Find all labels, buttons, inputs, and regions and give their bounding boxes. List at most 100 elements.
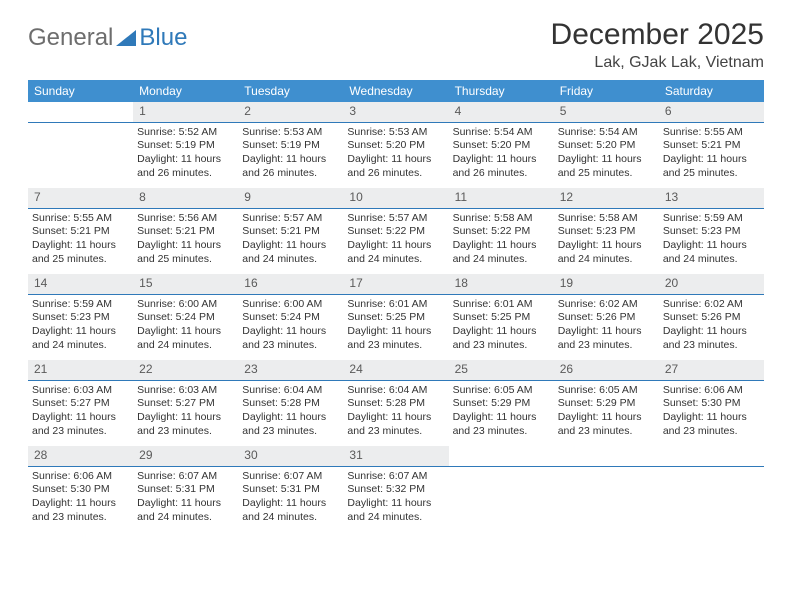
weekday-header: Friday	[554, 80, 659, 102]
calendar-day-cell	[449, 446, 554, 532]
daylight-line: Daylight: 11 hours and 24 minutes.	[347, 497, 444, 524]
day-details: Sunrise: 5:53 AMSunset: 5:19 PMDaylight:…	[238, 123, 343, 185]
sunset-line: Sunset: 5:28 PM	[347, 397, 444, 411]
sunrise-line: Sunrise: 6:07 AM	[137, 470, 234, 484]
day-number: 27	[659, 360, 764, 381]
sunrise-line: Sunrise: 5:56 AM	[137, 212, 234, 226]
calendar-week-row: 7Sunrise: 5:55 AMSunset: 5:21 PMDaylight…	[28, 188, 764, 274]
day-number: 20	[659, 274, 764, 295]
calendar-day-cell: 31Sunrise: 6:07 AMSunset: 5:32 PMDayligh…	[343, 446, 448, 532]
day-details: Sunrise: 5:54 AMSunset: 5:20 PMDaylight:…	[449, 123, 554, 185]
sunset-line: Sunset: 5:28 PM	[242, 397, 339, 411]
weekday-header-row: Sunday Monday Tuesday Wednesday Thursday…	[28, 80, 764, 102]
daylight-line: Daylight: 11 hours and 23 minutes.	[453, 325, 550, 352]
day-number: 17	[343, 274, 448, 295]
calendar-day-cell: 4Sunrise: 5:54 AMSunset: 5:20 PMDaylight…	[449, 102, 554, 188]
day-number: 13	[659, 188, 764, 209]
day-number: 4	[449, 102, 554, 123]
calendar-day-cell: 21Sunrise: 6:03 AMSunset: 5:27 PMDayligh…	[28, 360, 133, 446]
daylight-line: Daylight: 11 hours and 25 minutes.	[558, 153, 655, 180]
calendar-day-cell: 15Sunrise: 6:00 AMSunset: 5:24 PMDayligh…	[133, 274, 238, 360]
day-details: Sunrise: 6:02 AMSunset: 5:26 PMDaylight:…	[659, 295, 764, 357]
weekday-header: Sunday	[28, 80, 133, 102]
day-details: Sunrise: 6:05 AMSunset: 5:29 PMDaylight:…	[449, 381, 554, 443]
calendar-day-cell: 2Sunrise: 5:53 AMSunset: 5:19 PMDaylight…	[238, 102, 343, 188]
daylight-line: Daylight: 11 hours and 26 minutes.	[453, 153, 550, 180]
day-number: 10	[343, 188, 448, 209]
sunset-line: Sunset: 5:22 PM	[347, 225, 444, 239]
daylight-line: Daylight: 11 hours and 23 minutes.	[32, 497, 129, 524]
sunset-line: Sunset: 5:31 PM	[137, 483, 234, 497]
day-number: 22	[133, 360, 238, 381]
day-number: 24	[343, 360, 448, 381]
day-number: 31	[343, 446, 448, 467]
day-details: Sunrise: 5:58 AMSunset: 5:22 PMDaylight:…	[449, 209, 554, 271]
sunset-line: Sunset: 5:21 PM	[242, 225, 339, 239]
calendar-day-cell: 26Sunrise: 6:05 AMSunset: 5:29 PMDayligh…	[554, 360, 659, 446]
sunset-line: Sunset: 5:25 PM	[453, 311, 550, 325]
sunrise-line: Sunrise: 6:04 AM	[347, 384, 444, 398]
day-number: 23	[238, 360, 343, 381]
day-number: 9	[238, 188, 343, 209]
sunset-line: Sunset: 5:29 PM	[558, 397, 655, 411]
calendar-day-cell: 27Sunrise: 6:06 AMSunset: 5:30 PMDayligh…	[659, 360, 764, 446]
sunrise-line: Sunrise: 5:58 AM	[558, 212, 655, 226]
day-details: Sunrise: 6:07 AMSunset: 5:31 PMDaylight:…	[133, 467, 238, 529]
sunrise-line: Sunrise: 6:07 AM	[242, 470, 339, 484]
day-number: 12	[554, 188, 659, 209]
calendar-day-cell: 29Sunrise: 6:07 AMSunset: 5:31 PMDayligh…	[133, 446, 238, 532]
calendar-week-row: 21Sunrise: 6:03 AMSunset: 5:27 PMDayligh…	[28, 360, 764, 446]
sunset-line: Sunset: 5:19 PM	[242, 139, 339, 153]
sunrise-line: Sunrise: 5:59 AM	[663, 212, 760, 226]
day-number: 30	[238, 446, 343, 467]
day-number: 29	[133, 446, 238, 467]
day-number: 6	[659, 102, 764, 123]
day-details: Sunrise: 6:05 AMSunset: 5:29 PMDaylight:…	[554, 381, 659, 443]
sunrise-line: Sunrise: 5:58 AM	[453, 212, 550, 226]
sunset-line: Sunset: 5:22 PM	[453, 225, 550, 239]
day-number: 25	[449, 360, 554, 381]
sunset-line: Sunset: 5:27 PM	[137, 397, 234, 411]
calendar-day-cell: 13Sunrise: 5:59 AMSunset: 5:23 PMDayligh…	[659, 188, 764, 274]
daylight-line: Daylight: 11 hours and 24 minutes.	[137, 497, 234, 524]
daylight-line: Daylight: 11 hours and 26 minutes.	[347, 153, 444, 180]
sunrise-line: Sunrise: 5:54 AM	[558, 126, 655, 140]
sunrise-line: Sunrise: 6:02 AM	[663, 298, 760, 312]
calendar-day-cell: 18Sunrise: 6:01 AMSunset: 5:25 PMDayligh…	[449, 274, 554, 360]
day-details: Sunrise: 5:55 AMSunset: 5:21 PMDaylight:…	[659, 123, 764, 185]
day-number	[449, 446, 554, 467]
day-number	[28, 102, 133, 123]
sunset-line: Sunset: 5:26 PM	[558, 311, 655, 325]
calendar-day-cell: 1Sunrise: 5:52 AMSunset: 5:19 PMDaylight…	[133, 102, 238, 188]
day-number: 14	[28, 274, 133, 295]
sunset-line: Sunset: 5:30 PM	[663, 397, 760, 411]
day-details: Sunrise: 6:01 AMSunset: 5:25 PMDaylight:…	[343, 295, 448, 357]
sunrise-line: Sunrise: 5:53 AM	[347, 126, 444, 140]
day-details: Sunrise: 5:59 AMSunset: 5:23 PMDaylight:…	[28, 295, 133, 357]
weekday-header: Wednesday	[343, 80, 448, 102]
sunset-line: Sunset: 5:24 PM	[242, 311, 339, 325]
sunset-line: Sunset: 5:21 PM	[32, 225, 129, 239]
day-details: Sunrise: 6:00 AMSunset: 5:24 PMDaylight:…	[133, 295, 238, 357]
sunrise-line: Sunrise: 6:02 AM	[558, 298, 655, 312]
calendar-day-cell	[554, 446, 659, 532]
sunrise-line: Sunrise: 5:57 AM	[347, 212, 444, 226]
day-number: 18	[449, 274, 554, 295]
day-details: Sunrise: 5:57 AMSunset: 5:22 PMDaylight:…	[343, 209, 448, 271]
sunset-line: Sunset: 5:29 PM	[453, 397, 550, 411]
weekday-header: Saturday	[659, 80, 764, 102]
day-details: Sunrise: 5:57 AMSunset: 5:21 PMDaylight:…	[238, 209, 343, 271]
calendar-day-cell: 30Sunrise: 6:07 AMSunset: 5:31 PMDayligh…	[238, 446, 343, 532]
sunrise-line: Sunrise: 5:59 AM	[32, 298, 129, 312]
weekday-header: Tuesday	[238, 80, 343, 102]
location-text: Lak, GJak Lak, Vietnam	[551, 54, 764, 72]
sunrise-line: Sunrise: 5:54 AM	[453, 126, 550, 140]
daylight-line: Daylight: 11 hours and 23 minutes.	[558, 325, 655, 352]
daylight-line: Daylight: 11 hours and 23 minutes.	[242, 411, 339, 438]
daylight-line: Daylight: 11 hours and 26 minutes.	[242, 153, 339, 180]
calendar-day-cell: 24Sunrise: 6:04 AMSunset: 5:28 PMDayligh…	[343, 360, 448, 446]
sunset-line: Sunset: 5:31 PM	[242, 483, 339, 497]
calendar-body: 1Sunrise: 5:52 AMSunset: 5:19 PMDaylight…	[28, 102, 764, 532]
calendar-day-cell	[659, 446, 764, 532]
sunrise-line: Sunrise: 6:03 AM	[32, 384, 129, 398]
